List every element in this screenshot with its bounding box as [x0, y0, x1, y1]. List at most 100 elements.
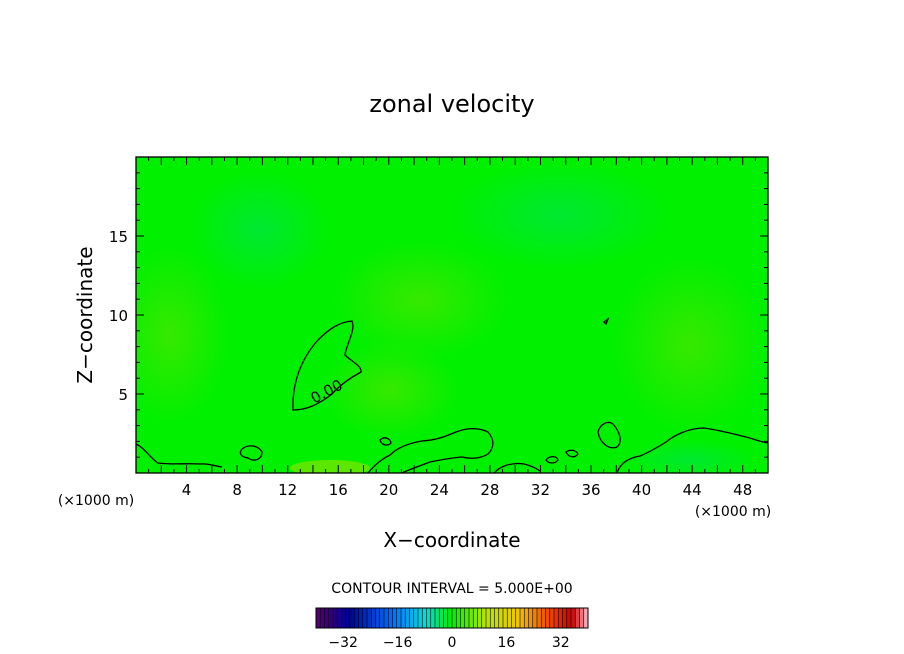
colorbar-cell — [532, 608, 538, 628]
colorbar-cell — [384, 608, 389, 628]
colorbar-tick-label: −16 — [383, 635, 413, 651]
colorbar-cell — [486, 608, 491, 628]
x-tick-label: 32 — [531, 481, 550, 499]
colorbar-tick-label: −32 — [328, 635, 358, 651]
colorbar-cell — [422, 608, 427, 628]
colorbar-cell — [362, 608, 368, 628]
colorbar-cell — [477, 608, 483, 628]
colorbar-cell — [418, 608, 423, 628]
y-tick-label: 15 — [109, 228, 128, 246]
x-tick-label: 12 — [278, 481, 297, 499]
colorbar-cell — [452, 608, 457, 628]
velocity-field: 0.00 — [136, 157, 768, 473]
contour-line — [545, 455, 559, 464]
colorbar-cell — [456, 608, 461, 628]
x-tick-label: 36 — [581, 481, 600, 499]
field-shade — [330, 240, 510, 360]
x-tick-label: 24 — [430, 481, 449, 499]
contour-line — [597, 421, 621, 449]
contour-line — [136, 443, 223, 468]
chart-title: zonal velocity — [369, 90, 534, 118]
contour-line — [565, 449, 579, 458]
contour-line — [239, 445, 263, 461]
colorbar-cell — [316, 608, 321, 628]
colorbar-cell — [405, 608, 410, 628]
x-tick-label: 28 — [480, 481, 499, 499]
colorbar-cell — [498, 608, 504, 628]
colorbar-cell — [367, 608, 372, 628]
colorbar-cell — [333, 608, 338, 628]
x-tick-label: 44 — [683, 481, 702, 499]
x-tick-label: 40 — [632, 481, 651, 499]
zero-contours — [136, 317, 768, 473]
colorbar-cell — [541, 608, 546, 628]
colorbar — [315, 607, 589, 629]
contour-line — [493, 462, 541, 473]
colorbar-cell — [515, 608, 521, 628]
field-shade — [136, 245, 230, 425]
colorbar-tick-label: 0 — [448, 635, 457, 651]
colorbar-cell — [413, 608, 419, 628]
contour-line — [379, 437, 392, 446]
colorbar-cell — [354, 608, 359, 628]
colorbar-tick-label: 32 — [552, 635, 570, 651]
colorbar-cell — [401, 608, 406, 628]
colorbar-cell — [507, 608, 512, 628]
colorbar-cell — [439, 608, 444, 628]
x-tick-label: 48 — [733, 481, 752, 499]
field-shade — [620, 440, 760, 473]
field-shade — [320, 340, 460, 440]
y-tick-label: 5 — [118, 386, 128, 404]
colorbar-cell — [583, 608, 589, 628]
colorbar-cell — [545, 608, 551, 628]
colorbar-cell — [324, 608, 330, 628]
colorbar-frame — [315, 607, 589, 629]
contour-line — [292, 320, 362, 411]
colorbar-cell — [558, 608, 563, 628]
y-axis: 5 10 15 — [109, 172, 768, 458]
colorbar-cell — [337, 608, 342, 628]
colorbar-cell — [566, 608, 572, 628]
colorbar-cell — [473, 608, 478, 628]
x-tick-label: 16 — [329, 481, 348, 499]
colorbar-cell — [350, 608, 355, 628]
colorbar-cell — [490, 608, 495, 628]
colorbar-tick-label: 16 — [497, 635, 515, 651]
colorbar-cell — [409, 608, 415, 628]
field-shade — [450, 160, 670, 270]
x-axis-label: X−coordinate — [383, 528, 520, 552]
colorbar-cell — [328, 608, 334, 628]
colorbar-cell — [511, 608, 517, 628]
colorbar-cell — [443, 608, 449, 628]
field-shade — [190, 170, 330, 290]
colorbar-cell — [494, 608, 500, 628]
colorbar-cell — [503, 608, 508, 628]
colorbar-cell — [341, 608, 347, 628]
colorbar-cell — [579, 608, 585, 628]
colorbar-cell — [520, 608, 525, 628]
colorbar-cell — [388, 608, 393, 628]
x-axis-unit-right: (×1000 m) — [695, 504, 771, 520]
colorbar-cell — [375, 608, 381, 628]
colorbar-cell — [358, 608, 364, 628]
x-tick-label: 4 — [182, 481, 192, 499]
colorbar-cell — [575, 608, 580, 628]
x-axis: 4 8 12 16 20 24 28 32 36 40 44 48 — [148, 157, 756, 499]
colorbar-cell — [528, 608, 534, 628]
field-shade — [610, 255, 768, 435]
colorbar-cell — [345, 608, 351, 628]
x-tick-label: 8 — [232, 481, 242, 499]
colorbar-cell — [430, 608, 436, 628]
colorbar-cell — [379, 608, 385, 628]
colorbar-cell — [426, 608, 432, 628]
colorbar-cell — [481, 608, 487, 628]
field-shade — [290, 460, 370, 473]
colorbar-cell — [571, 608, 576, 628]
x-axis-unit-left: (×1000 m) — [58, 493, 134, 509]
colorbar-cell — [396, 608, 402, 628]
colorbar-cell — [435, 608, 440, 628]
contour-interval: CONTOUR INTERVAL = 5.000E+00 — [331, 581, 572, 597]
colorbar-cell — [554, 608, 559, 628]
colorbar-cell — [469, 608, 474, 628]
